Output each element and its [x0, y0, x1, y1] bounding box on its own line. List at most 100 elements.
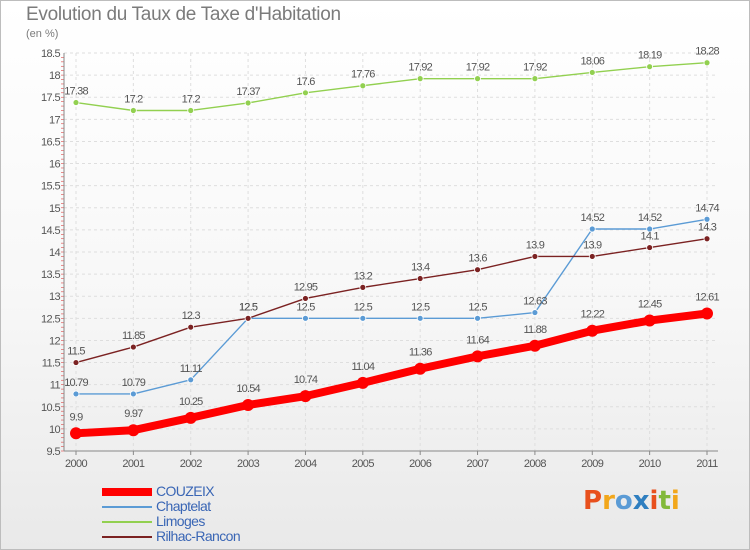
data-label: 11.11: [180, 363, 203, 375]
legend-swatch: [102, 521, 152, 523]
data-point: [302, 314, 309, 322]
data-label: 12.22: [581, 309, 605, 321]
x-tick-label: 2007: [467, 458, 490, 470]
data-point: [244, 99, 252, 107]
y-tick-label: 18: [49, 70, 61, 82]
data-point: [586, 324, 599, 337]
data-point: [643, 314, 656, 327]
y-tick-label: 14: [49, 247, 61, 259]
x-tick-label: 2002: [180, 458, 203, 470]
data-label: 12.61: [695, 291, 719, 303]
data-point: [416, 314, 424, 322]
data-point: [474, 314, 481, 322]
y-tick-label: 10: [49, 424, 61, 436]
y-tick-label: 17.5: [41, 92, 60, 104]
data-label: 11.85: [122, 330, 145, 342]
data-label: 17.92: [523, 62, 547, 74]
data-point: [474, 266, 481, 274]
logo-letter: t: [658, 486, 671, 516]
data-label: 10.54: [236, 383, 260, 395]
x-tick-label: 2009: [581, 458, 604, 470]
data-label: 12.5: [239, 301, 258, 313]
data-label: 14.3: [698, 222, 717, 234]
legend-swatch: [102, 506, 152, 508]
data-point: [474, 75, 481, 83]
data-label: 12.5: [468, 301, 487, 313]
data-point: [129, 107, 137, 114]
y-tick-label: 17: [49, 114, 61, 126]
x-tick-label: 2005: [352, 458, 375, 470]
grid: [64, 52, 718, 452]
data-label: 17.92: [466, 62, 490, 74]
data-labels: 10.79 10.79 11.11 12.5 12.5 12.5 12.5 12.5 12.63…: [64, 46, 720, 424]
data-point: [302, 89, 309, 97]
data-label: 12.5: [239, 301, 258, 313]
legend-label: COUZEIX: [156, 483, 215, 499]
data-label: 12.5: [411, 301, 430, 313]
data-point: [359, 283, 367, 291]
y-tick-label: 14.5: [41, 225, 60, 237]
data-point: [588, 225, 596, 233]
axes: 9.5 10 10.5 11 11.5 12 12.5 13 13.5 14 14.5 15 15.5 1…: [41, 48, 719, 470]
data-label: 17.2: [124, 93, 143, 105]
data-point: [703, 215, 711, 223]
data-point: [471, 350, 484, 363]
y-tick-label: 11: [50, 380, 61, 392]
y-tick-label: 15: [49, 203, 61, 215]
data-label: 17.92: [408, 62, 432, 74]
data-point: [414, 362, 427, 375]
data-point: [302, 295, 309, 302]
data-label: 11.5: [67, 346, 85, 358]
x-tick-label: 2003: [237, 458, 260, 470]
y-tick-label: 12: [49, 335, 61, 347]
data-point: [416, 275, 424, 282]
data-point: [701, 307, 713, 320]
series-line-chaptelat: [75, 218, 708, 395]
data-point: [528, 339, 541, 352]
data-point: [359, 82, 367, 90]
series-chaptelat: [72, 215, 711, 398]
data-label: 11.36: [409, 347, 432, 359]
y-tick-label: 13.5: [41, 269, 60, 281]
data-label: 13.9: [526, 239, 545, 251]
data-point: [70, 427, 82, 440]
logo-letter: r: [602, 486, 615, 516]
data-label: 12.5: [354, 301, 373, 313]
data-label: 10.74: [294, 374, 318, 386]
y-tick-label: 9.5: [47, 446, 61, 458]
series-rilhac-rancon: [72, 235, 711, 366]
series-line-couzeix: [72, 309, 711, 438]
x-tick-label: 2001: [122, 458, 145, 470]
data-point: [646, 225, 654, 233]
y-tick-label: 10.5: [41, 402, 60, 414]
legend-swatch: [102, 536, 152, 538]
data-label: 13.4: [411, 262, 430, 274]
data-label: 12.95: [294, 281, 318, 293]
logo-letter: i: [670, 486, 680, 516]
chart-title: Evolution du Taux de Taxe d'Habitation: [26, 4, 341, 25]
y-tick-label: 18.5: [41, 48, 60, 60]
series-layer: [70, 59, 713, 440]
data-label: 14.74: [695, 202, 719, 214]
data-label: 18.28: [695, 46, 719, 58]
data-label: 10.79: [64, 377, 88, 389]
data-point: [703, 59, 711, 67]
series-couzeix: [70, 307, 713, 440]
y-tick-label: 15.5: [41, 181, 60, 193]
legend-label: Rilhac-Rancon: [156, 528, 241, 544]
x-tick-label: 2010: [639, 458, 662, 470]
proxiti-logo: Proxiti: [583, 486, 680, 516]
series-line-limoges: [75, 62, 708, 112]
data-point: [588, 69, 596, 76]
logo-letter: i: [649, 486, 659, 516]
data-point: [531, 309, 539, 316]
x-tick-label: 2004: [294, 458, 317, 470]
data-point: [72, 390, 80, 398]
data-point: [72, 99, 80, 106]
data-point: [359, 314, 367, 322]
x-tick-label: 2008: [524, 458, 547, 470]
data-point: [129, 390, 137, 398]
data-point: [703, 235, 711, 243]
